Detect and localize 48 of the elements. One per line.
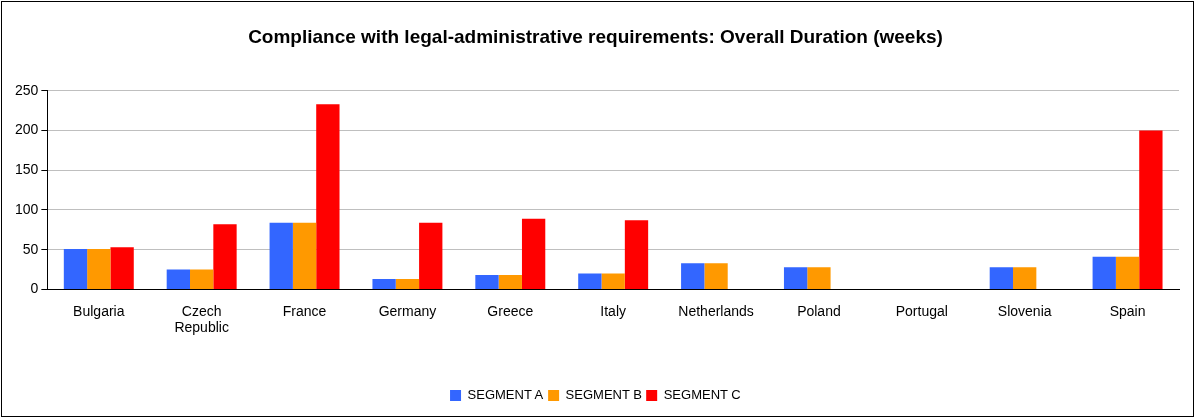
x-tick-label: Czech Republic [174,302,229,336]
bar [989,267,1014,289]
x-tick-label: Portugal [895,302,948,319]
bar [213,224,237,289]
chart-title: Compliance with legal-administrative requirements: Overall Duration (weeks) [248,25,943,47]
bar [704,263,728,289]
bar [395,279,420,289]
legend-label: SEGMENT A [467,387,544,403]
bar [166,269,191,289]
bar [601,273,625,289]
bar [87,248,111,289]
legend-label: SEGMENT C [663,387,741,403]
bar [578,273,602,289]
bar [681,263,705,289]
bar [783,267,808,289]
bar [419,222,443,289]
x-tick-label: Poland [797,302,841,319]
bar [1115,256,1140,289]
y-tick-label: 50 [22,240,39,257]
bar [1139,130,1163,289]
x-tick-label: Greece [487,302,534,319]
bar [1013,267,1037,289]
bar [1092,256,1116,289]
x-tick-label: Spain [1109,302,1146,319]
y-tick-label: 0 [30,280,39,297]
y-tick-label: 100 [15,200,39,217]
bar [63,248,88,289]
legend-label: SEGMENT B [565,387,642,403]
x-tick-label: Netherlands [678,302,754,319]
x-tick-label: Bulgaria [73,302,125,319]
bar [316,104,340,289]
bar [190,269,214,289]
y-tick-label: 250 [15,81,39,98]
bar [292,222,317,289]
bar [475,275,499,289]
bar [269,222,293,289]
x-tick-label: France [282,302,327,319]
bar [521,218,546,289]
bar [110,247,134,289]
x-tick-label: Slovenia [997,302,1052,319]
bar [498,275,522,289]
x-tick-label: Germany [378,302,437,319]
bar [624,220,649,289]
bar [807,267,831,289]
x-tick-label: Italy [600,302,627,319]
bar [372,279,396,289]
y-tick-label: 150 [15,161,39,178]
y-tick-label: 200 [15,121,39,138]
